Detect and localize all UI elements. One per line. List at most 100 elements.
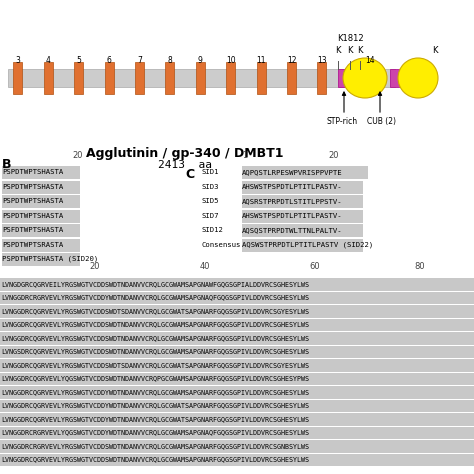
Text: LVNGGDRCQGRVEVLYRGSWGTVCDDSWDTNDANVVCRQLGCGWAMSAPGNARFGQGSGPIVLDDVRCSGHESYLWS: LVNGGDRCQGRVEVLYRGSWGTVCDDSWDTNDANVVCRQL… [1, 335, 309, 341]
Bar [2, 253, 80, 266]
Bar [13, 62, 22, 94]
Bar [2, 195, 80, 208]
Text: PSFDTWPTSHASTA: PSFDTWPTSHASTA [2, 227, 63, 233]
Text: 5: 5 [76, 56, 81, 65]
Text: AHSWSTPSPDTLPTITLPASTV-: AHSWSTPSPDTLPTITLPASTV- [242, 213, 343, 219]
Text: LVNGGDRCRGRVEVLYRGSWGTVCDDYWDTNDANVVCRQLGCGWAMSAPGNAQFGQGSGPIVLDDVRCSGHESYLWS: LVNGGDRCRGRVEVLYRGSWGTVCDDYWDTNDANVVCRQL… [1, 294, 309, 300]
Text: LVNGGDRCQGRVEVLYRGSWGTVCDDYWDTNDANVVCRQLGCGWATSAPGNARFGQGSGPIVLDDVRCSGHESYLWS: LVNGGDRCQGRVEVLYRGSWGTVCDDYWDTNDANVVCRQL… [1, 416, 309, 422]
Bar [242, 166, 368, 179]
Bar [74, 62, 83, 94]
Text: PSPDTWPTSHASTA (SID20): PSPDTWPTSHASTA (SID20) [2, 256, 98, 263]
Bar [0, 305, 474, 318]
Text: AQSQSTPRPDTWLTTNLPALTV-: AQSQSTPRPDTWLTTNLPALTV- [242, 227, 343, 233]
Text: LVNGGDRCQGRVEVLYRGSWGTVCDDYWDTNDANVVCRQLGCGWAMSAPGNARFGQGSGPIVLDDVRCSGHESYLWS: LVNGGDRCQGRVEVLYRGSWGTVCDDYWDTNDANVVCRQL… [1, 389, 309, 395]
Text: PSPDTWPTSHASTA: PSPDTWPTSHASTA [2, 169, 63, 175]
Bar [0, 386, 474, 399]
Bar [287, 62, 296, 94]
Bar [0, 332, 474, 345]
Bar [242, 238, 363, 252]
Text: 80: 80 [415, 262, 425, 271]
Bar [196, 62, 205, 94]
Text: K: K [432, 46, 438, 55]
Text: 9: 9 [198, 56, 203, 65]
Text: AQSWSTPRPDTLPTITLPASTV (SID22): AQSWSTPRPDTLPTITLPASTV (SID22) [242, 241, 373, 248]
Text: LVNGGDRCQGRVEVLYRGSWGTVCDDSWDTSDANVVCRQLGCGWATSAPGNARFGQGSGPIVLDDVRCSGYESYLWS: LVNGGDRCQGRVEVLYRGSWGTVCDDSWDTSDANVVCRQL… [1, 308, 309, 314]
Text: Agglutinin / gp-340 / DMBT1: Agglutinin / gp-340 / DMBT1 [86, 147, 284, 160]
Text: 8: 8 [168, 56, 173, 65]
Text: 20: 20 [90, 262, 100, 271]
Text: 13: 13 [317, 56, 327, 65]
Text: PSPDTWPTSHASTA: PSPDTWPTSHASTA [2, 184, 63, 190]
Text: K1812: K1812 [337, 34, 363, 43]
Text: SID1: SID1 [202, 169, 219, 175]
Text: SID7: SID7 [202, 213, 219, 219]
Text: PSPDTWPTSHASTA: PSPDTWPTSHASTA [2, 198, 63, 204]
Text: LVNGGDRCQGRVEVLYRGSWGTVCDDSWDTNDANVVCRQLGCGWAMSAPGNARFGQGSGPIVLDDVRCSGHESYLWS: LVNGGDRCQGRVEVLYRGSWGTVCDDSWDTNDANVVCRQL… [1, 456, 309, 462]
Text: C: C [185, 168, 194, 181]
Text: LVNGGDRCQGRVEVLYRGSWGTVCDDYWDTNDANVVCRQLGCGWATSAPGNARFGQGSGPIVLDDVRCSGHESYLWS: LVNGGDRCQGRVEVLYRGSWGTVCDDYWDTNDANVVCRQL… [1, 402, 309, 408]
Text: LVNGGDRCQGRVEVLYRGSWGTVCDDSWDTSDANVVCRQLGCGWATSAPGNARFGQGSGPIVLDDVRCSGYESYLWS: LVNGGDRCQGRVEVLYRGSWGTVCDDSWDTSDANVVCRQL… [1, 362, 309, 368]
Text: B: B [2, 158, 11, 171]
Bar [226, 62, 235, 94]
Text: 60: 60 [310, 262, 320, 271]
Ellipse shape [398, 58, 438, 98]
Bar [2, 238, 80, 252]
Text: AQPQSTLRPESWPVRISPPVPTE: AQPQSTLRPESWPVRISPPVPTE [242, 169, 343, 175]
Text: LVNGGDRCQGRVEVLYQGSWGTVCDDSWDTNDANVVCRQPGCGWAMSAPGNARFGQGSGPIVLDDVRCSGHESYPWS: LVNGGDRCQGRVEVLYQGSWGTVCDDSWDTNDANVVCRQP… [1, 375, 309, 381]
Text: 20: 20 [329, 151, 339, 160]
Bar [318, 62, 327, 94]
Bar [257, 62, 266, 94]
Bar [0, 413, 474, 426]
Bar [0, 427, 474, 439]
Bar [0, 319, 474, 331]
Bar [242, 224, 363, 237]
Text: 11: 11 [256, 56, 266, 65]
Bar [2, 210, 80, 222]
Bar [390, 69, 400, 87]
Bar [165, 62, 174, 94]
Text: AHSWSTPSPDTLPTITLPASTV-: AHSWSTPSPDTLPTITLPASTV- [242, 184, 343, 190]
Text: 12: 12 [287, 56, 296, 65]
Text: LVNGSDRCQGRVEVLYRGSWGTVCDDSWDTNDANVVCRQLGCGWAMSAPGNARFGQGSGPIVLDDVRCSGHESYLWS: LVNGSDRCQGRVEVLYRGSWGTVCDDSWDTNDANVVCRQL… [1, 348, 309, 354]
Bar [135, 62, 144, 94]
Text: K: K [357, 46, 363, 55]
Bar [2, 166, 80, 179]
Text: STP-rich: STP-rich [327, 117, 357, 126]
Bar [0, 440, 474, 453]
Bar [2, 181, 80, 193]
Bar [44, 62, 53, 94]
Text: K: K [335, 46, 341, 55]
Text: LVNGDGRCQGRVEILYRGSWGTVCDDSWDTNDANVVCRQLGCGWAMSAPGNAWFGQGSGPIALDDVRCSGHESYLWS: LVNGDGRCQGRVEILYRGSWGTVCDDSWDTNDANVVCRQL… [1, 281, 309, 287]
Bar [0, 400, 474, 412]
Text: AQSRSTPRPDTLSTITLPPSTV-: AQSRSTPRPDTLSTITLPPSTV- [242, 198, 343, 204]
Ellipse shape [343, 58, 387, 98]
Text: 1: 1 [242, 151, 247, 160]
Text: 40: 40 [200, 262, 210, 271]
Bar [0, 292, 474, 304]
Text: SID3: SID3 [202, 184, 219, 190]
Text: 3: 3 [16, 56, 20, 65]
Text: SID12: SID12 [202, 227, 224, 233]
Bar [338, 69, 350, 87]
Bar [0, 359, 474, 372]
Text: 7: 7 [137, 56, 142, 65]
Text: 14: 14 [365, 56, 375, 65]
Text: 2413  aa: 2413 aa [158, 160, 212, 170]
Bar [242, 181, 363, 193]
Text: LVNGGDRCQGRVEVLYRGSWGTVCDDSWDTNDANVVCRQLGCGWAMSAPGNARFGQGSGPIVLDDVRCSGHESYLWS: LVNGGDRCQGRVEVLYRGSWGTVCDDSWDTNDANVVCRQL… [1, 321, 309, 327]
Text: K: K [347, 46, 353, 55]
Text: CUB (2): CUB (2) [367, 117, 396, 126]
Bar [0, 278, 474, 291]
Bar [242, 195, 363, 208]
Bar [8, 69, 395, 87]
Bar [242, 210, 363, 222]
Text: PSPDTWPTSHASTA: PSPDTWPTSHASTA [2, 213, 63, 219]
Bar [0, 454, 474, 466]
Text: 20: 20 [73, 151, 83, 160]
Bar [2, 224, 80, 237]
Text: PSPDTWPTSRASTA: PSPDTWPTSRASTA [2, 242, 63, 248]
Text: LVNGGDRCRGRVEVLYQGSWGTVCDDYWDTNDANVVCRQLGCGWAMSAPGNAQFGQGSGPIVLDDVRCSGHESYLWS: LVNGGDRCRGRVEVLYQGSWGTVCDDYWDTNDANVVCRQL… [1, 429, 309, 435]
Text: 6: 6 [107, 56, 112, 65]
Text: 4: 4 [46, 56, 51, 65]
Text: 10: 10 [226, 56, 236, 65]
